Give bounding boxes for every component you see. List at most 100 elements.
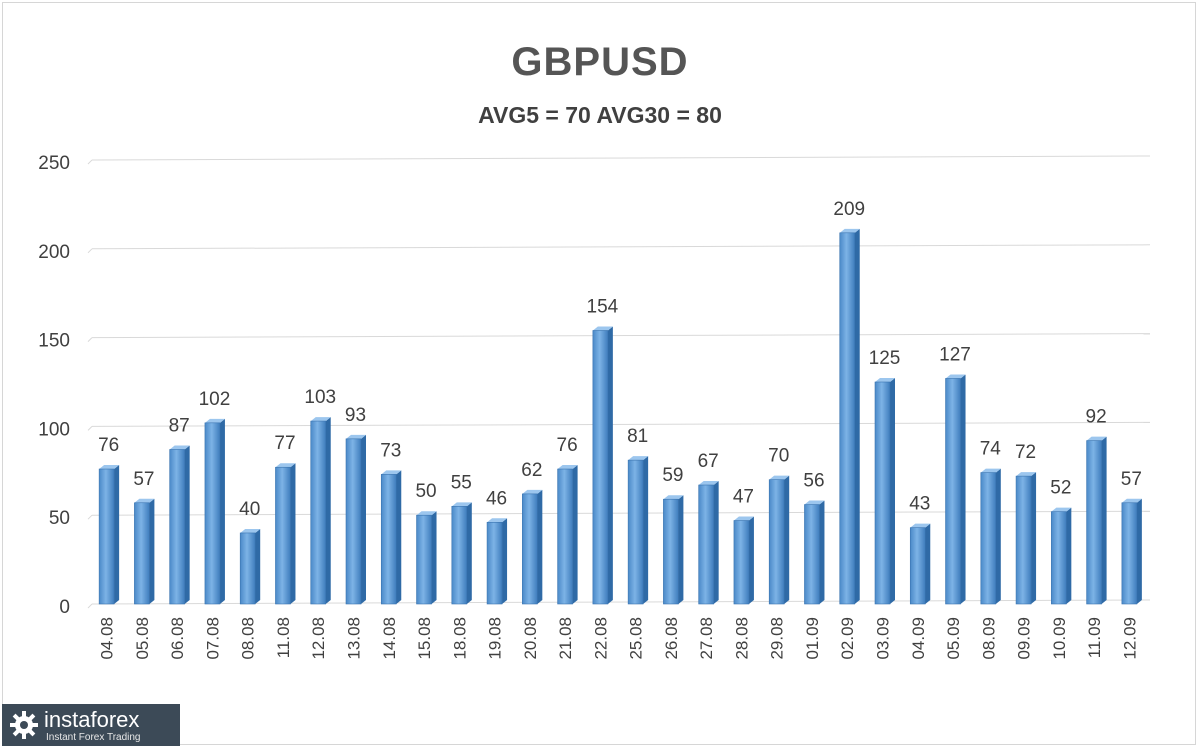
gridline-edge — [87, 159, 93, 165]
data-label: 77 — [274, 433, 295, 454]
bar-top — [381, 470, 402, 475]
data-label: 67 — [698, 451, 719, 472]
bar-top — [628, 456, 649, 461]
bar — [663, 498, 679, 605]
bar — [839, 232, 856, 605]
bar-top — [169, 445, 190, 450]
x-tick-label: 28.08 — [732, 617, 751, 660]
bar — [345, 438, 362, 605]
data-label: 103 — [304, 387, 336, 408]
bar-top — [698, 481, 719, 486]
x-tick-label: 26.08 — [662, 617, 681, 660]
bar-side — [643, 456, 649, 604]
bar-side — [854, 228, 860, 605]
bar-top — [769, 475, 790, 480]
gridline-edge — [87, 603, 93, 609]
bar — [557, 468, 573, 605]
bar-top — [592, 326, 613, 331]
x-tick-label: 27.08 — [697, 617, 716, 660]
bar-side — [1136, 498, 1142, 604]
bar-top — [416, 511, 437, 516]
data-label: 93 — [345, 405, 366, 426]
bar-side — [431, 511, 437, 604]
y-tick-label: 50 — [49, 508, 70, 529]
x-tick-label: 08.09 — [979, 617, 998, 660]
bar-top — [910, 523, 931, 528]
chart-title: GBPUSD — [511, 40, 689, 84]
y-tick-label: 100 — [38, 419, 70, 440]
bar-top — [663, 495, 684, 500]
bar — [310, 420, 327, 605]
bar — [522, 493, 538, 605]
bar-side — [1066, 507, 1072, 604]
gridline-edge — [87, 514, 93, 520]
bar-top — [451, 502, 472, 507]
bar — [275, 466, 291, 605]
x-tick-label: 13.08 — [345, 617, 364, 660]
y-tick-label: 250 — [38, 153, 70, 174]
bar-top — [134, 498, 155, 503]
gridline — [91, 510, 1151, 516]
bar — [945, 378, 961, 605]
x-tick-label: 25.08 — [627, 617, 646, 660]
y-tick-label: 200 — [38, 242, 70, 263]
bar-side — [819, 500, 825, 604]
data-label: 92 — [1086, 407, 1107, 428]
bar — [416, 514, 432, 605]
data-label: 76 — [557, 435, 578, 456]
y-tick-label: 0 — [59, 597, 70, 618]
bar-top — [522, 489, 543, 494]
bar-top — [839, 228, 860, 233]
x-tick-label: 02.09 — [838, 617, 857, 660]
bar-top — [733, 516, 754, 521]
bar — [698, 484, 714, 605]
bar-top — [275, 463, 296, 468]
bar-top — [1051, 507, 1072, 512]
bar — [1051, 511, 1067, 605]
x-tick-label: 12.08 — [309, 617, 328, 660]
bar — [768, 479, 785, 605]
data-label: 59 — [662, 465, 683, 486]
bar-top — [204, 418, 225, 423]
bar — [1015, 475, 1032, 605]
bar-side — [1031, 472, 1037, 604]
data-label: 102 — [199, 389, 231, 410]
bar — [239, 532, 256, 605]
data-label: 81 — [627, 426, 648, 447]
bar — [909, 527, 926, 605]
bar-side — [537, 489, 543, 604]
x-tick-label: 11.09 — [1085, 617, 1104, 658]
bar-side — [784, 475, 790, 604]
x-tick-label: 01.09 — [803, 617, 822, 660]
data-label: 43 — [909, 494, 930, 515]
x-tick-label: 09.09 — [1015, 617, 1034, 660]
data-label: 87 — [169, 415, 190, 436]
bar — [134, 502, 150, 605]
bar — [733, 520, 750, 605]
x-tick-label: 04.08 — [98, 617, 117, 660]
data-label: 46 — [486, 488, 507, 509]
data-label: 70 — [768, 446, 789, 467]
x-tick-label: 19.08 — [486, 617, 505, 660]
gear-icon — [10, 711, 38, 739]
bar-side — [255, 528, 261, 604]
bar-top — [346, 434, 366, 439]
gridline — [91, 599, 1151, 605]
gridline — [91, 155, 1151, 161]
x-tick-label: 05.09 — [944, 617, 963, 660]
x-tick-label: 05.08 — [133, 617, 152, 660]
bar-side — [607, 326, 613, 604]
x-tick-label: 07.08 — [203, 617, 222, 660]
bar — [627, 459, 644, 605]
bar-side — [678, 495, 684, 604]
bar-side — [149, 498, 155, 604]
bar-side — [995, 468, 1001, 604]
data-label: 209 — [833, 199, 865, 220]
bar-top — [1016, 472, 1037, 477]
watermark-tagline: Instant Forex Trading — [46, 732, 141, 743]
bar-side — [748, 516, 754, 604]
data-label: 62 — [521, 460, 542, 481]
data-label: 76 — [98, 435, 119, 456]
bar — [1086, 440, 1102, 605]
